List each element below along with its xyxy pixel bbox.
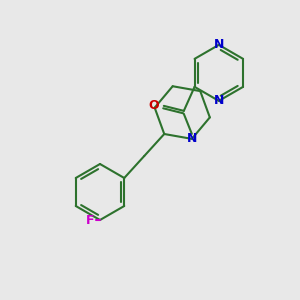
Text: N: N	[214, 94, 224, 107]
Text: O: O	[148, 99, 159, 112]
Text: F: F	[85, 214, 94, 227]
Text: N: N	[187, 132, 197, 146]
Text: N: N	[214, 38, 224, 51]
